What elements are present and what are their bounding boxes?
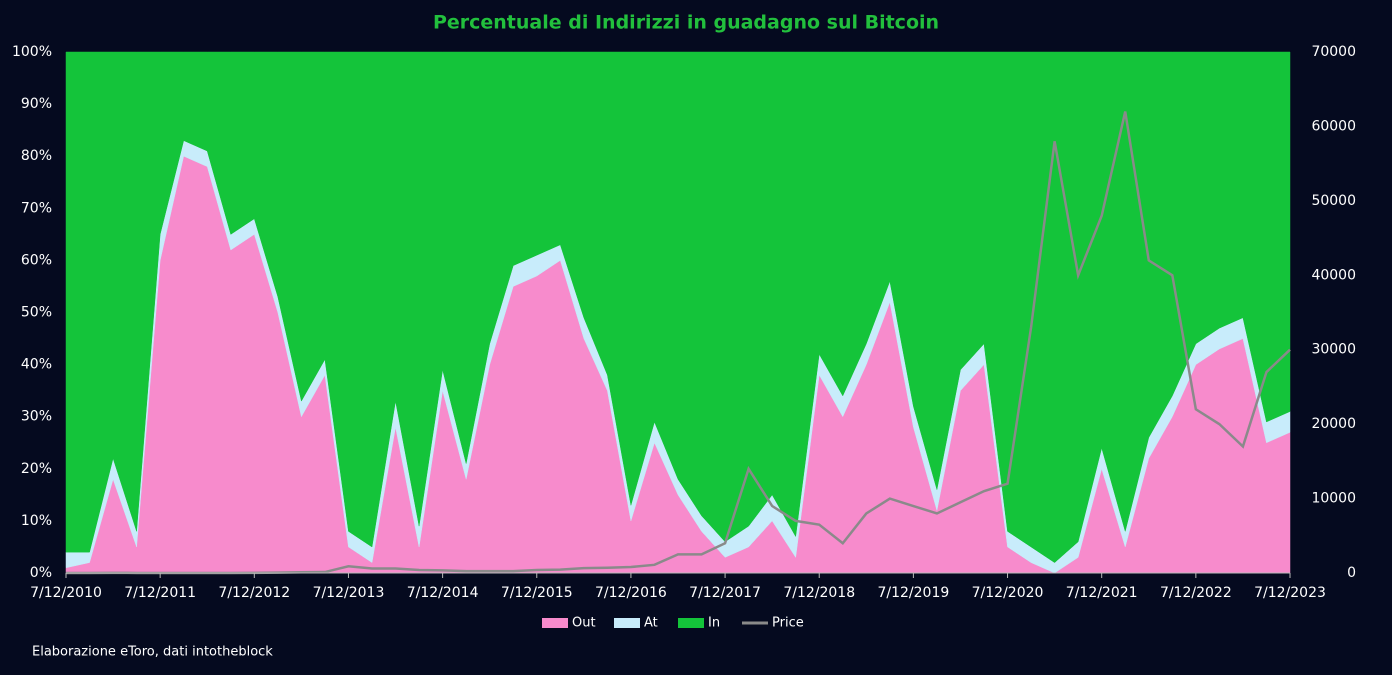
legend-label: At (644, 616, 658, 631)
chart-title: Percentuale di Indirizzi in guadagno sul… (433, 12, 939, 34)
x-tick-label: 7/12/2015 (501, 585, 573, 601)
y-tick-label: 30% (21, 409, 52, 425)
x-tick-label: 7/12/2011 (124, 585, 196, 601)
legend-swatch (614, 618, 640, 628)
x-tick-label: 7/12/2014 (407, 585, 479, 601)
y2-tick-label: 10000 (1311, 491, 1356, 507)
y2-tick-label: 50000 (1311, 193, 1356, 209)
x-tick-label: 7/12/2016 (595, 585, 667, 601)
x-tick-label: 7/12/2013 (313, 585, 385, 601)
x-tick-label: 7/12/2021 (1066, 585, 1138, 601)
legend-label: Out (572, 616, 596, 631)
y-tick-label: 50% (21, 305, 52, 321)
y-tick-label: 40% (21, 357, 52, 373)
y2-tick-label: 40000 (1311, 267, 1356, 283)
area-in (65, 51, 1291, 563)
y-tick-label: 100% (12, 44, 52, 60)
y2-tick-label: 30000 (1311, 342, 1356, 358)
x-tick-label: 7/12/2010 (30, 585, 102, 601)
y-tick-label: 70% (21, 200, 52, 216)
legend-swatch (678, 618, 704, 628)
legend-label: Price (772, 616, 804, 631)
y2-tick-label: 20000 (1311, 416, 1356, 432)
y2-tick-label: 70000 (1311, 44, 1356, 60)
x-tick-label: 7/12/2020 (972, 585, 1044, 601)
y-tick-label: 20% (21, 461, 52, 477)
x-tick-label: 7/12/2022 (1160, 585, 1232, 601)
x-tick-label: 7/12/2012 (218, 585, 290, 601)
y-tick-label: 90% (21, 96, 52, 112)
y-tick-label: 10% (21, 513, 52, 529)
y-tick-label: 0% (30, 565, 52, 581)
source-note: Elaborazione eToro, dati intotheblock (32, 645, 273, 660)
x-tick-label: 7/12/2019 (877, 585, 949, 601)
x-tick-label: 7/12/2017 (689, 585, 761, 601)
y-tick-label: 80% (21, 148, 52, 164)
legend-swatch (542, 618, 568, 628)
y2-tick-label: 60000 (1311, 118, 1356, 134)
legend-label: In (708, 616, 720, 631)
y2-tick-label: 0 (1347, 565, 1356, 581)
x-tick-label: 7/12/2023 (1254, 585, 1326, 601)
x-tick-label: 7/12/2018 (783, 585, 855, 601)
y-tick-label: 60% (21, 252, 52, 268)
